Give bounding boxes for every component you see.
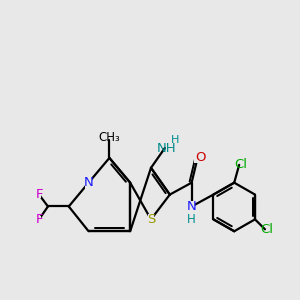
Text: F: F <box>35 213 43 226</box>
Text: NH: NH <box>156 142 176 154</box>
Bar <box>194 153 201 163</box>
Text: H: H <box>187 213 196 226</box>
Bar <box>37 215 41 223</box>
Text: H: H <box>171 135 179 146</box>
Text: O: O <box>195 152 206 164</box>
Bar <box>37 191 41 198</box>
Text: N: N <box>187 200 196 213</box>
Text: Cl: Cl <box>260 223 274 236</box>
Text: F: F <box>35 188 43 201</box>
Text: CH₃: CH₃ <box>98 131 120 145</box>
Text: N: N <box>84 176 93 189</box>
Text: S: S <box>147 213 155 226</box>
Bar <box>188 201 195 212</box>
Bar <box>85 177 92 189</box>
Bar <box>148 214 154 225</box>
Text: Cl: Cl <box>235 158 248 171</box>
